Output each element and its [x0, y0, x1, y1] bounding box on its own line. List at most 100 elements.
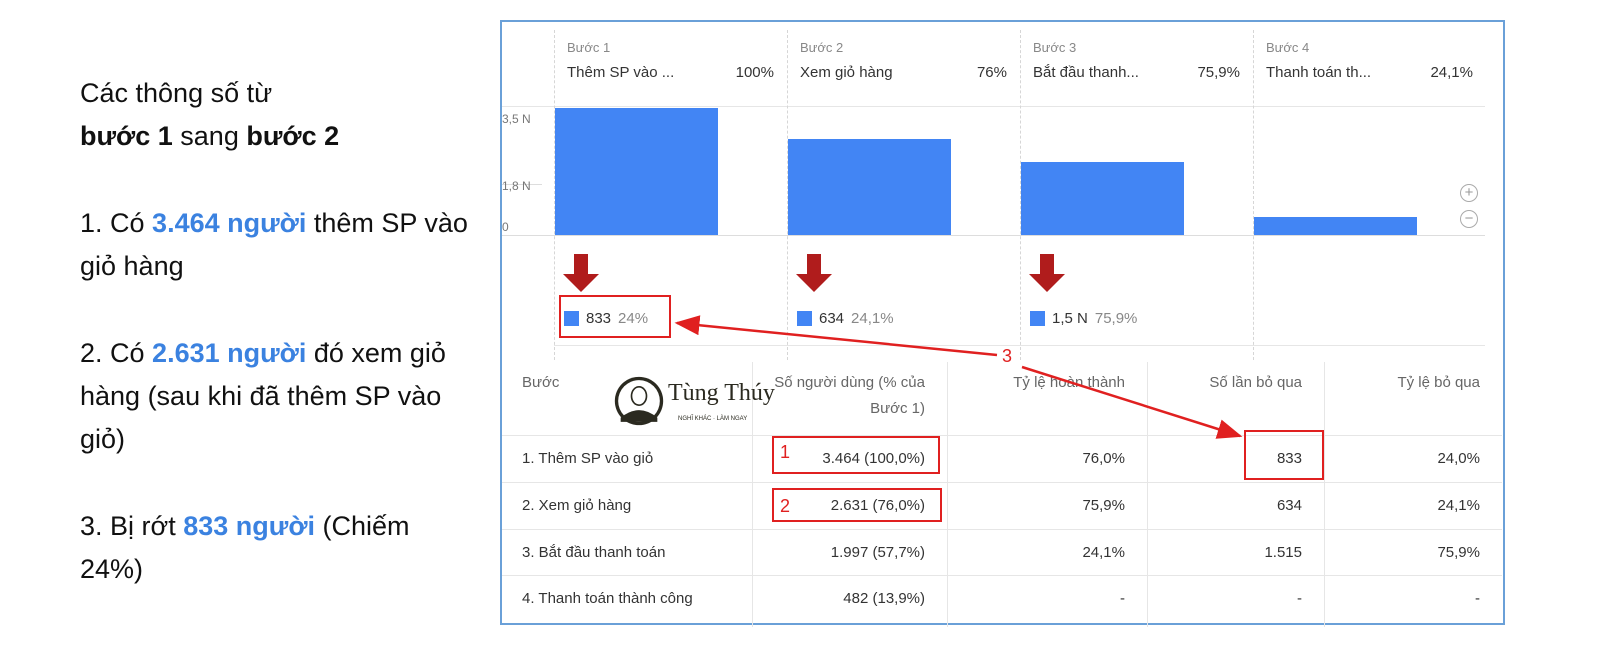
- step-column-divider: [1020, 30, 1021, 360]
- y-tick: 1,8 N: [502, 179, 531, 193]
- annotation-box-row1-users: [772, 436, 940, 474]
- grid-line: [502, 184, 542, 185]
- annotation-arrows: [674, 315, 1243, 439]
- row-divider: [502, 482, 1502, 483]
- dropoff-percent: 24,1%: [851, 310, 894, 327]
- step-name[interactable]: Xem giỏ hàng: [800, 64, 893, 81]
- explanation-point-2: 2. Có 2.631 người đó xem giỏ hàng (sau k…: [80, 338, 446, 454]
- annotation-arrow-to-table: [1021, 365, 1243, 439]
- dropoff-arrow-icon: [563, 254, 599, 292]
- table-row[interactable]: 3. Bắt đầu thanh toán 1.997 (57,7%) 24,1% 1…: [502, 529, 1502, 575]
- chart-bottom-divider: [554, 345, 1485, 346]
- annotation-box-row2-users: [772, 488, 942, 522]
- funnel-report-panel: 3,5 N 1,8 N 0 Bước 1 Thêm SP vào ... 100% 8…: [500, 20, 1505, 627]
- step-column-divider: [787, 30, 788, 360]
- table-header[interactable]: Số lần bỏ qua: [1209, 374, 1302, 391]
- step-column-divider: [554, 30, 555, 360]
- row-divider: [502, 435, 1502, 436]
- explanation-title: Các thông số từ bước 1 sang bước 2: [80, 78, 340, 151]
- table-cell: 3.464 (100,0%): [822, 450, 925, 467]
- funnel-bar[interactable]: [555, 108, 718, 235]
- table-cell: 76,0%: [1082, 450, 1125, 467]
- watermark-logo: Tùng Thúy NGHĨ KHÁC · LÀM NGAY: [614, 376, 778, 426]
- table-cell: 24,1%: [1082, 544, 1125, 561]
- zoom-out-button[interactable]: −: [1460, 210, 1478, 228]
- table-cell: 2.631 (76,0%): [830, 497, 925, 514]
- table-cell: 24,0%: [1437, 450, 1480, 467]
- step-name[interactable]: Thanh toán th...: [1266, 64, 1372, 81]
- dropoff-legend[interactable]: 833 24%: [564, 310, 648, 327]
- annotation-number-1: 1: [780, 442, 791, 462]
- table-cell: 1.515: [1264, 544, 1302, 561]
- step-percent: 24,1%: [1430, 64, 1473, 81]
- logo-wordmark: Tùng Thúy NGHĨ KHÁC · LÀM NGAY: [668, 380, 775, 422]
- step-name[interactable]: Thêm SP vào ...: [567, 64, 675, 81]
- table-cell: 75,9%: [1082, 497, 1125, 514]
- zoom-in-button[interactable]: +: [1460, 184, 1478, 202]
- annotation-arrow-to-chart: [674, 315, 998, 357]
- table-cell: -: [1475, 590, 1480, 607]
- svg-text:NGHĨ KHÁC · LÀM NGAY: NGHĨ KHÁC · LÀM NGAY: [678, 415, 747, 422]
- table-cell: 482 (13,9%): [843, 590, 925, 607]
- table-cell: 1. Thêm SP vào giỏ: [522, 450, 654, 467]
- table-cell: 833: [1276, 450, 1302, 467]
- dropoff-value: 1,5 N: [1052, 310, 1088, 327]
- chart-baseline: [502, 235, 1485, 236]
- dropoff-legend[interactable]: 1,5 N 75,9%: [1030, 310, 1137, 327]
- dropoff-swatch: [797, 311, 812, 326]
- step-label: Bước 2: [800, 40, 844, 55]
- column-divider: [1147, 362, 1148, 627]
- table-header[interactable]: Tỷ lệ bỏ qua: [1397, 374, 1480, 391]
- funnel-bar[interactable]: [1254, 217, 1417, 235]
- table-cell: -: [1120, 590, 1125, 607]
- step-name[interactable]: Bắt đầu thanh...: [1033, 64, 1139, 81]
- column-divider: [752, 362, 753, 627]
- step-label: Bước 1: [567, 40, 611, 55]
- column-divider: [947, 362, 948, 627]
- explanation-point-3: 3. Bị rớt 833 người (Chiếm 24%): [80, 511, 410, 584]
- dropoff-percent: 75,9%: [1094, 310, 1138, 327]
- step-label: Bước 3: [1033, 40, 1077, 55]
- table-cell: 2. Xem giỏ hàng: [522, 497, 632, 514]
- table-row[interactable]: 2. Xem giỏ hàng 2.631 (76,0%) 75,9% 634 24,1…: [502, 482, 1502, 528]
- annotation-number-3: 3: [1000, 346, 1015, 367]
- table-header[interactable]: Bước: [522, 374, 560, 391]
- explanation-point-1: 1. Có 3.464 người thêm SP vào giỏ hàng: [80, 208, 468, 281]
- annotation-number-2: 2: [780, 496, 791, 516]
- dropoff-swatch: [1030, 311, 1045, 326]
- explanation-text: Các thông số từ bước 1 sang bước 2 1. Có …: [80, 72, 480, 635]
- y-tick: 0: [502, 220, 509, 234]
- table-row[interactable]: 4. Thanh toán thành công 482 (13,9%) - - -: [502, 575, 1502, 621]
- dropoff-arrow-icon: [796, 254, 832, 292]
- step-label: Bước 4: [1266, 40, 1310, 55]
- svg-text:Tùng Thúy: Tùng Thúy: [668, 380, 775, 406]
- funnel-bar[interactable]: [1021, 162, 1184, 235]
- annotation-box-dropoff-count: [1244, 430, 1324, 480]
- dropoff-value: 833: [586, 310, 612, 327]
- table-cell: 75,9%: [1437, 544, 1480, 561]
- y-tick: 3,5 N: [502, 112, 531, 126]
- row-divider: [502, 529, 1502, 530]
- table-header[interactable]: Số người dùng (% của Bước 1): [774, 374, 925, 417]
- table-cell: 3. Bắt đầu thanh toán: [522, 544, 666, 561]
- row-divider: [502, 575, 1502, 576]
- table-row[interactable]: 1. Thêm SP vào giỏ 3.464 (100,0%) 76,0% 833…: [502, 435, 1502, 481]
- step-percent: 75,9%: [1197, 64, 1240, 81]
- header-divider: [502, 106, 1485, 107]
- table-cell: 24,1%: [1437, 497, 1480, 514]
- funnel-bar[interactable]: [788, 139, 951, 235]
- annotation-box-dropoff: [559, 295, 671, 338]
- table-cell: 1.997 (57,7%): [830, 544, 925, 561]
- dropoff-value: 634: [819, 310, 845, 327]
- table-cell: 4. Thanh toán thành công: [522, 590, 693, 607]
- table-cell: -: [1297, 590, 1302, 607]
- step-percent: 100%: [735, 64, 774, 81]
- step-column-divider: [1253, 30, 1254, 360]
- dropoff-legend[interactable]: 634 24,1%: [797, 310, 894, 327]
- dropoff-percent: 24%: [618, 310, 649, 327]
- dropoff-swatch: [564, 311, 579, 326]
- table-cell: 634: [1276, 497, 1302, 514]
- step-percent: 76%: [976, 64, 1007, 81]
- logo-portrait-icon: [614, 376, 664, 426]
- dropoff-arrow-icon: [1029, 254, 1065, 292]
